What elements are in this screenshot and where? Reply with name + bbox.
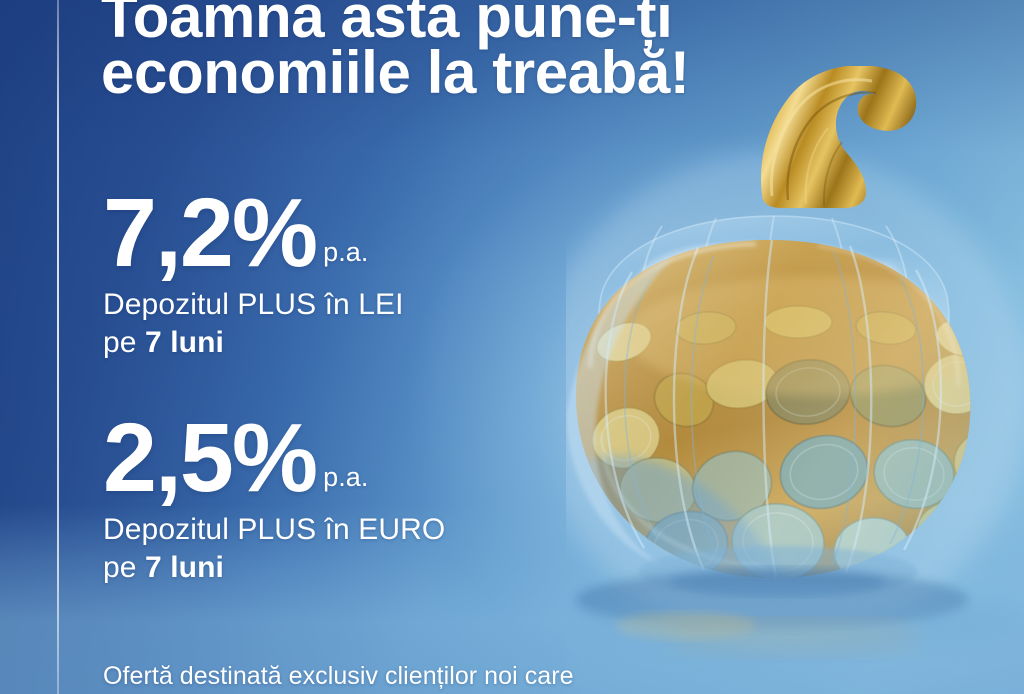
vertical-divider-line bbox=[57, 0, 59, 694]
offer-block-lei: 7,2% p.a. Depozitul PLUS în LEI pe 7 lun… bbox=[103, 178, 404, 360]
offer-rate-value: 7,2% bbox=[103, 178, 318, 287]
banner-text-column: Toamna asta pune-ți economiile la treabă… bbox=[101, 0, 690, 585]
offer-rate-suffix: p.a. bbox=[323, 237, 369, 268]
offer-term-prefix: pe bbox=[103, 325, 146, 359]
offer-rate-row: 7,2% p.a. bbox=[103, 178, 404, 287]
offer-disclaimer: Ofertă destinată exclusiv clienților noi… bbox=[103, 662, 574, 690]
offer-rate-value: 2,5% bbox=[103, 403, 318, 512]
offer-term-prefix: pe bbox=[103, 550, 146, 584]
offer-term: pe 7 luni bbox=[103, 325, 404, 360]
offer-product-name: Depozitul PLUS în LEI bbox=[103, 288, 404, 322]
offer-rate-suffix: p.a. bbox=[323, 462, 369, 493]
offer-block-euro: 2,5% p.a. Depozitul PLUS în EURO pe 7 lu… bbox=[103, 403, 446, 585]
offer-rate-row: 2,5% p.a. bbox=[103, 403, 445, 512]
offer-term-value: 7 luni bbox=[145, 550, 224, 584]
offer-product-name: Depozitul PLUS în EURO bbox=[103, 513, 446, 547]
banner-headline: Toamna asta pune-ți economiile la treabă… bbox=[101, 0, 690, 107]
offer-term-value: 7 luni bbox=[145, 325, 224, 359]
offer-term: pe 7 luni bbox=[103, 550, 445, 585]
